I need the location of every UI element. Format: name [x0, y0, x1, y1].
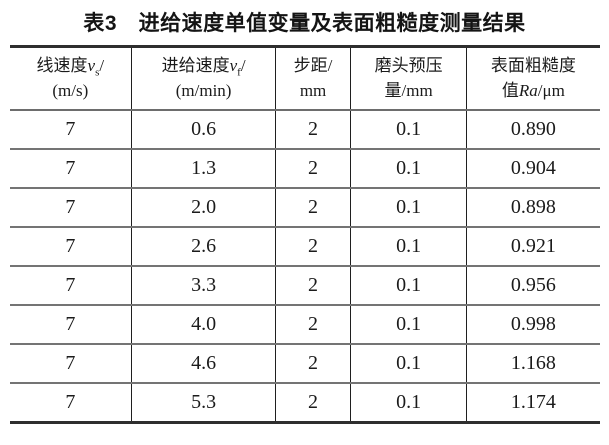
table-row: 7 0.6 2 0.1 0.890	[10, 110, 600, 149]
cell-surface-roughness: 1.174	[466, 382, 600, 423]
cell-step-distance: 2	[275, 382, 351, 423]
cell-surface-roughness: 0.998	[466, 304, 600, 344]
cell-step-distance: 2	[275, 148, 351, 188]
cell-step-distance: 2	[275, 265, 351, 305]
table-body: 7 0.6 2 0.1 0.890 7 1.3 2 0.1 0.904 7 2.0 2 0.1 0.898 7…	[9, 110, 600, 423]
header-line: 量/mm	[384, 81, 433, 100]
table-row: 7 3.3 2 0.1 0.956	[9, 265, 600, 305]
column-header-step-distance: 步距/mm	[275, 46, 351, 111]
cell-linear-speed: 7	[9, 265, 132, 305]
table-row: 7 1.3 2 0.1 0.904	[9, 148, 600, 188]
cell-head-preload: 0.1	[349, 304, 467, 344]
header-line: (m/min)	[175, 81, 232, 100]
measurement-results-table: 线速度vs/(m/s) 进给速度vf/(m/min) 步距/mm 磨头预压 量/mm 表面…	[9, 45, 600, 424]
table-row: 7 2.0 2 0.1 0.898	[9, 187, 600, 227]
cell-linear-speed: 7	[9, 304, 132, 344]
table-row: 7 2.6 2 0.1 0.921	[9, 226, 600, 266]
cell-step-distance: 2	[275, 343, 351, 383]
cell-head-preload: 0.1	[349, 226, 467, 266]
table-header-row: 线速度vs/(m/s) 进给速度vf/(m/min) 步距/mm 磨头预压 量/mm 表面…	[9, 46, 600, 111]
cell-feed-speed: 2.6	[131, 226, 276, 266]
cell-linear-speed: 7	[9, 148, 132, 188]
cell-step-distance: 2	[275, 187, 351, 227]
cell-surface-roughness: 0.898	[466, 187, 600, 227]
cell-feed-speed: 1.3	[131, 148, 276, 188]
cell-step-distance: 2	[275, 304, 351, 344]
cell-linear-speed: 7	[65, 118, 76, 140]
cell-linear-speed: 7	[9, 187, 132, 227]
cell-linear-speed: 7	[9, 226, 132, 266]
cell-feed-speed: 2.0	[131, 187, 276, 227]
header-line: 值Ra/μm	[501, 81, 565, 100]
cell-feed-speed: 5.3	[131, 382, 276, 423]
cell-feed-speed: 0.6	[131, 110, 276, 149]
table-head: 线速度vs/(m/s) 进给速度vf/(m/min) 步距/mm 磨头预压 量/mm 表面…	[9, 46, 600, 111]
cell-head-preload: 0.1	[349, 148, 467, 188]
cell-feed-speed: 4.0	[131, 304, 276, 344]
cell-surface-roughness: 0.956	[466, 265, 600, 305]
cell-head-preload: 0.1	[349, 265, 467, 305]
cell-surface-roughness: 0.904	[466, 148, 600, 188]
cell-head-preload: 0.1	[349, 382, 467, 423]
table-row: 7 4.0 2 0.1 0.998	[9, 304, 600, 344]
column-header-feed-speed: 进给速度vf/ (m/min)	[131, 46, 276, 111]
header-line: 步距/	[293, 56, 333, 75]
column-header-surface-roughness: 表面粗糙度值Ra/μm	[466, 46, 600, 111]
header-line: (m/s)	[52, 81, 89, 100]
cell-feed-speed: 4.6	[131, 343, 276, 383]
header-line: 进给速度vf/	[161, 56, 246, 79]
header-line: 磨头预压	[374, 56, 443, 75]
header-line: mm	[299, 81, 327, 100]
table-caption: 表3 进给速度单值变量及表面粗糙度测量结果	[83, 12, 526, 35]
cell-feed-speed: 3.3	[131, 265, 276, 305]
cell-head-preload: 0.1	[349, 343, 467, 383]
table-row: 7 5.3 2 0.1 1.174	[9, 382, 600, 423]
cell-head-preload: 0.1	[349, 187, 467, 227]
cell-linear-speed: 7	[9, 343, 132, 383]
document-page: 表3 进给速度单值变量及表面粗糙度测量结果 线速度vs/ (m/s) 进给速度vf/…	[0, 10, 609, 445]
header-line: 线速度vs/	[36, 56, 105, 79]
cell-step-distance: 2	[275, 226, 351, 266]
cell-surface-roughness: 0.890	[466, 110, 600, 149]
header-line: 表面粗糙度	[490, 56, 576, 75]
column-header-head-preload: 磨头预压量/mm	[349, 46, 467, 111]
cell-surface-roughness: 0.921	[466, 226, 600, 266]
cell-head-preload: 0.1	[349, 110, 467, 149]
cell-linear-speed: 7	[9, 382, 132, 423]
cell-surface-roughness: 1.168	[466, 343, 600, 383]
cell-step-distance: 2	[275, 110, 351, 149]
table-row: 7 4.6 2 0.1 1.168	[9, 343, 600, 383]
column-header-linear-speed: 线速度vs/ (m/s)	[9, 46, 132, 111]
